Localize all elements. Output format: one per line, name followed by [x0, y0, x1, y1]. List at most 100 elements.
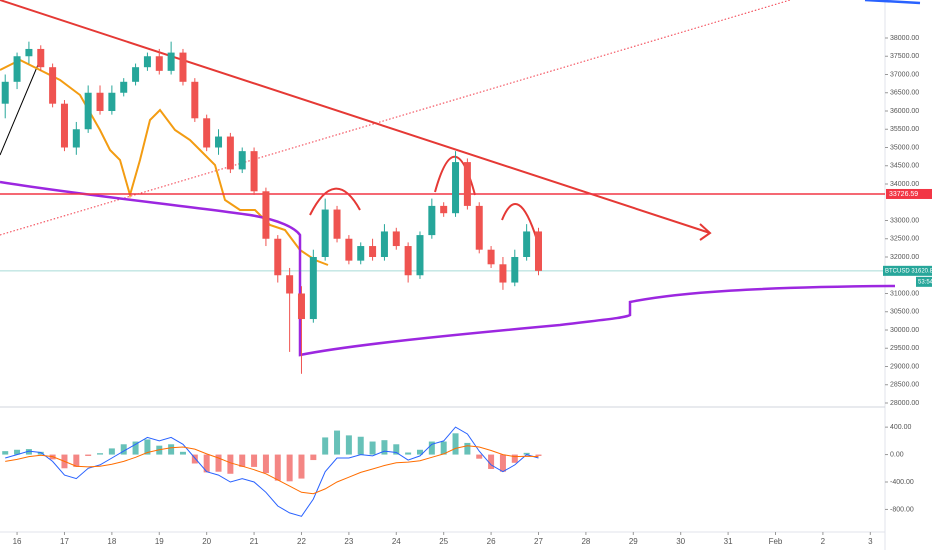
candle-body: [309, 256, 317, 320]
candle-body: [143, 56, 151, 68]
histogram-bar: [369, 441, 376, 455]
histogram-bar: [144, 439, 151, 455]
histogram-bar: [322, 437, 329, 455]
candle-body: [345, 238, 353, 261]
histogram-bar: [227, 454, 234, 474]
y-tick-label: 29500.00: [890, 345, 919, 352]
x-tick-label: 27: [534, 537, 543, 546]
histogram-bar: [85, 454, 92, 456]
candle-body: [321, 209, 329, 257]
histogram-bar: [108, 448, 115, 455]
candle-body: [72, 129, 80, 148]
candle-body: [155, 56, 163, 71]
candle-body: [25, 48, 33, 57]
histogram-bar: [191, 454, 198, 464]
x-tick-label: 20: [202, 537, 211, 546]
y-tick-label: 28500.00: [890, 382, 919, 389]
candle-body: [49, 67, 57, 104]
y-tick-label: 35500.00: [890, 126, 919, 133]
x-tick-label: 19: [155, 537, 164, 546]
candle-body: [286, 275, 294, 294]
y-tick-label: 29000.00: [890, 363, 919, 370]
x-tick-label: 25: [439, 537, 448, 546]
candle-body: [380, 231, 388, 257]
y-tick-label: 33000.00: [890, 217, 919, 224]
y-tick-label: 34500.00: [890, 163, 919, 170]
candle-body: [179, 52, 187, 82]
candle-body: [84, 92, 92, 130]
candle-body: [475, 205, 483, 250]
candle-body: [357, 246, 365, 261]
candle-body: [297, 293, 305, 320]
histogram-bar: [168, 444, 175, 455]
histogram-bar: [428, 441, 435, 455]
anchored-vwap: [0, 180, 896, 357]
histogram-bar: [262, 454, 269, 474]
candle-body: [392, 231, 400, 247]
x-tick-label: 28: [581, 537, 590, 546]
countdown-box: [916, 276, 932, 287]
candle-body: [523, 231, 531, 257]
candle-body: [215, 136, 223, 148]
y-tick-label: 30000.00: [890, 327, 919, 334]
histogram-bar: [97, 453, 104, 455]
candle-body: [226, 136, 234, 170]
y-tick-label: 28000.00: [890, 400, 919, 407]
blue-line: [864, 0, 921, 5]
histogram-bar: [405, 452, 412, 455]
candle-body: [120, 81, 128, 93]
y-tick-label: -400.00: [890, 479, 914, 486]
drawings: [0, 0, 921, 357]
histogram-bar: [73, 454, 80, 467]
histogram-bar: [464, 442, 471, 455]
histogram-bar: [381, 440, 388, 455]
histogram-bar: [298, 454, 305, 479]
y-tick-label: 36000.00: [890, 108, 919, 115]
histogram-bar: [2, 451, 9, 455]
histogram-bar: [476, 454, 483, 459]
histogram-bar: [132, 441, 139, 455]
histogram-bar: [334, 430, 341, 455]
y-tick-label: 35000.00: [890, 144, 919, 151]
histogram-bar: [37, 451, 44, 455]
candle-body: [13, 56, 21, 82]
dotted-trendline: [0, 0, 791, 236]
moving-average: [0, 58, 329, 266]
candle-body: [499, 264, 507, 283]
histogram-bar: [239, 454, 246, 467]
x-tick-label: 21: [250, 537, 259, 546]
histogram-bar: [286, 454, 293, 482]
histogram-bar: [215, 454, 222, 472]
histogram-bar: [25, 449, 32, 455]
x-tick-label: 17: [60, 537, 69, 546]
x-tick-label: 31: [724, 537, 733, 546]
histogram-bar: [274, 454, 281, 481]
y-tick-label: 37500.00: [890, 53, 919, 60]
x-tick-label: 29: [629, 537, 638, 546]
candle-body: [167, 52, 175, 71]
histogram-bar: [488, 454, 495, 469]
short-line: [0, 59, 41, 156]
y-tick-label: 37000.00: [890, 71, 919, 78]
candle-body: [191, 81, 199, 119]
candle-body: [108, 92, 116, 111]
candle-body: [96, 92, 104, 111]
candle-body: [440, 205, 448, 214]
y-tick-label: 31000.00: [890, 290, 919, 297]
candle-body: [274, 238, 282, 276]
histogram-bar: [535, 454, 542, 456]
candle-body: [452, 162, 460, 214]
x-tick-label: Feb: [769, 537, 783, 546]
x-tick-label: 22: [297, 537, 306, 546]
histogram-bar: [345, 435, 352, 455]
histogram-bar: [120, 444, 127, 455]
candle-body: [369, 246, 377, 257]
level-label: 33726.59: [889, 191, 918, 198]
candle-body: [132, 67, 140, 82]
candle-body: [416, 235, 424, 276]
y-tick-label: -800.00: [890, 506, 914, 513]
last-price-box: [883, 265, 932, 276]
histogram-bar: [14, 449, 21, 455]
y-tick-label: 0.00: [890, 451, 904, 458]
